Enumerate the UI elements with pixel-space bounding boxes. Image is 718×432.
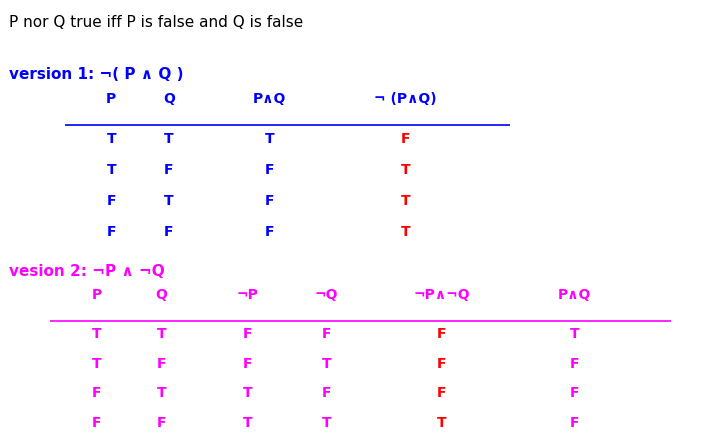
Text: T: T	[322, 357, 332, 371]
Text: T: T	[437, 416, 447, 429]
Text: T: T	[157, 327, 167, 341]
Text: F: F	[437, 357, 447, 371]
Text: F: F	[569, 357, 579, 371]
Text: P: P	[92, 289, 102, 302]
Text: T: T	[401, 163, 411, 177]
Text: F: F	[106, 225, 116, 239]
Text: version 1: ¬( P ∧ Q ): version 1: ¬( P ∧ Q )	[9, 67, 184, 82]
Text: F: F	[569, 386, 579, 400]
Text: F: F	[401, 132, 411, 146]
Text: vesion 2: ¬P ∧ ¬Q: vesion 2: ¬P ∧ ¬Q	[9, 264, 165, 279]
Text: T: T	[106, 132, 116, 146]
Text: T: T	[243, 386, 253, 400]
Text: ¬P∧¬Q: ¬P∧¬Q	[414, 289, 470, 302]
Text: F: F	[243, 327, 253, 341]
Text: P: P	[106, 92, 116, 106]
Text: F: F	[569, 416, 579, 429]
Text: F: F	[264, 225, 274, 239]
Text: T: T	[243, 416, 253, 429]
Text: T: T	[164, 132, 174, 146]
Text: T: T	[92, 327, 102, 341]
Text: F: F	[264, 194, 274, 208]
Text: T: T	[322, 416, 332, 429]
Text: T: T	[106, 163, 116, 177]
Text: F: F	[243, 357, 253, 371]
Text: P∧Q: P∧Q	[558, 289, 591, 302]
Text: T: T	[92, 357, 102, 371]
Text: F: F	[164, 225, 174, 239]
Text: F: F	[437, 386, 447, 400]
Text: P nor Q true iff P is false and Q is false: P nor Q true iff P is false and Q is fal…	[9, 15, 304, 30]
Text: Q: Q	[156, 289, 167, 302]
Text: F: F	[106, 194, 116, 208]
Text: T: T	[264, 132, 274, 146]
Text: T: T	[401, 225, 411, 239]
Text: ¬P: ¬P	[237, 289, 258, 302]
Text: F: F	[322, 327, 332, 341]
Text: F: F	[164, 163, 174, 177]
Text: F: F	[157, 416, 167, 429]
Text: ¬ (P∧Q): ¬ (P∧Q)	[374, 92, 437, 106]
Text: F: F	[92, 416, 102, 429]
Text: T: T	[157, 386, 167, 400]
Text: T: T	[164, 194, 174, 208]
Text: F: F	[264, 163, 274, 177]
Text: Q: Q	[163, 92, 174, 106]
Text: F: F	[157, 357, 167, 371]
Text: T: T	[401, 194, 411, 208]
Text: F: F	[92, 386, 102, 400]
Text: F: F	[437, 327, 447, 341]
Text: ¬Q: ¬Q	[315, 289, 338, 302]
Text: P∧Q: P∧Q	[253, 92, 286, 106]
Text: F: F	[322, 386, 332, 400]
Text: T: T	[569, 327, 579, 341]
